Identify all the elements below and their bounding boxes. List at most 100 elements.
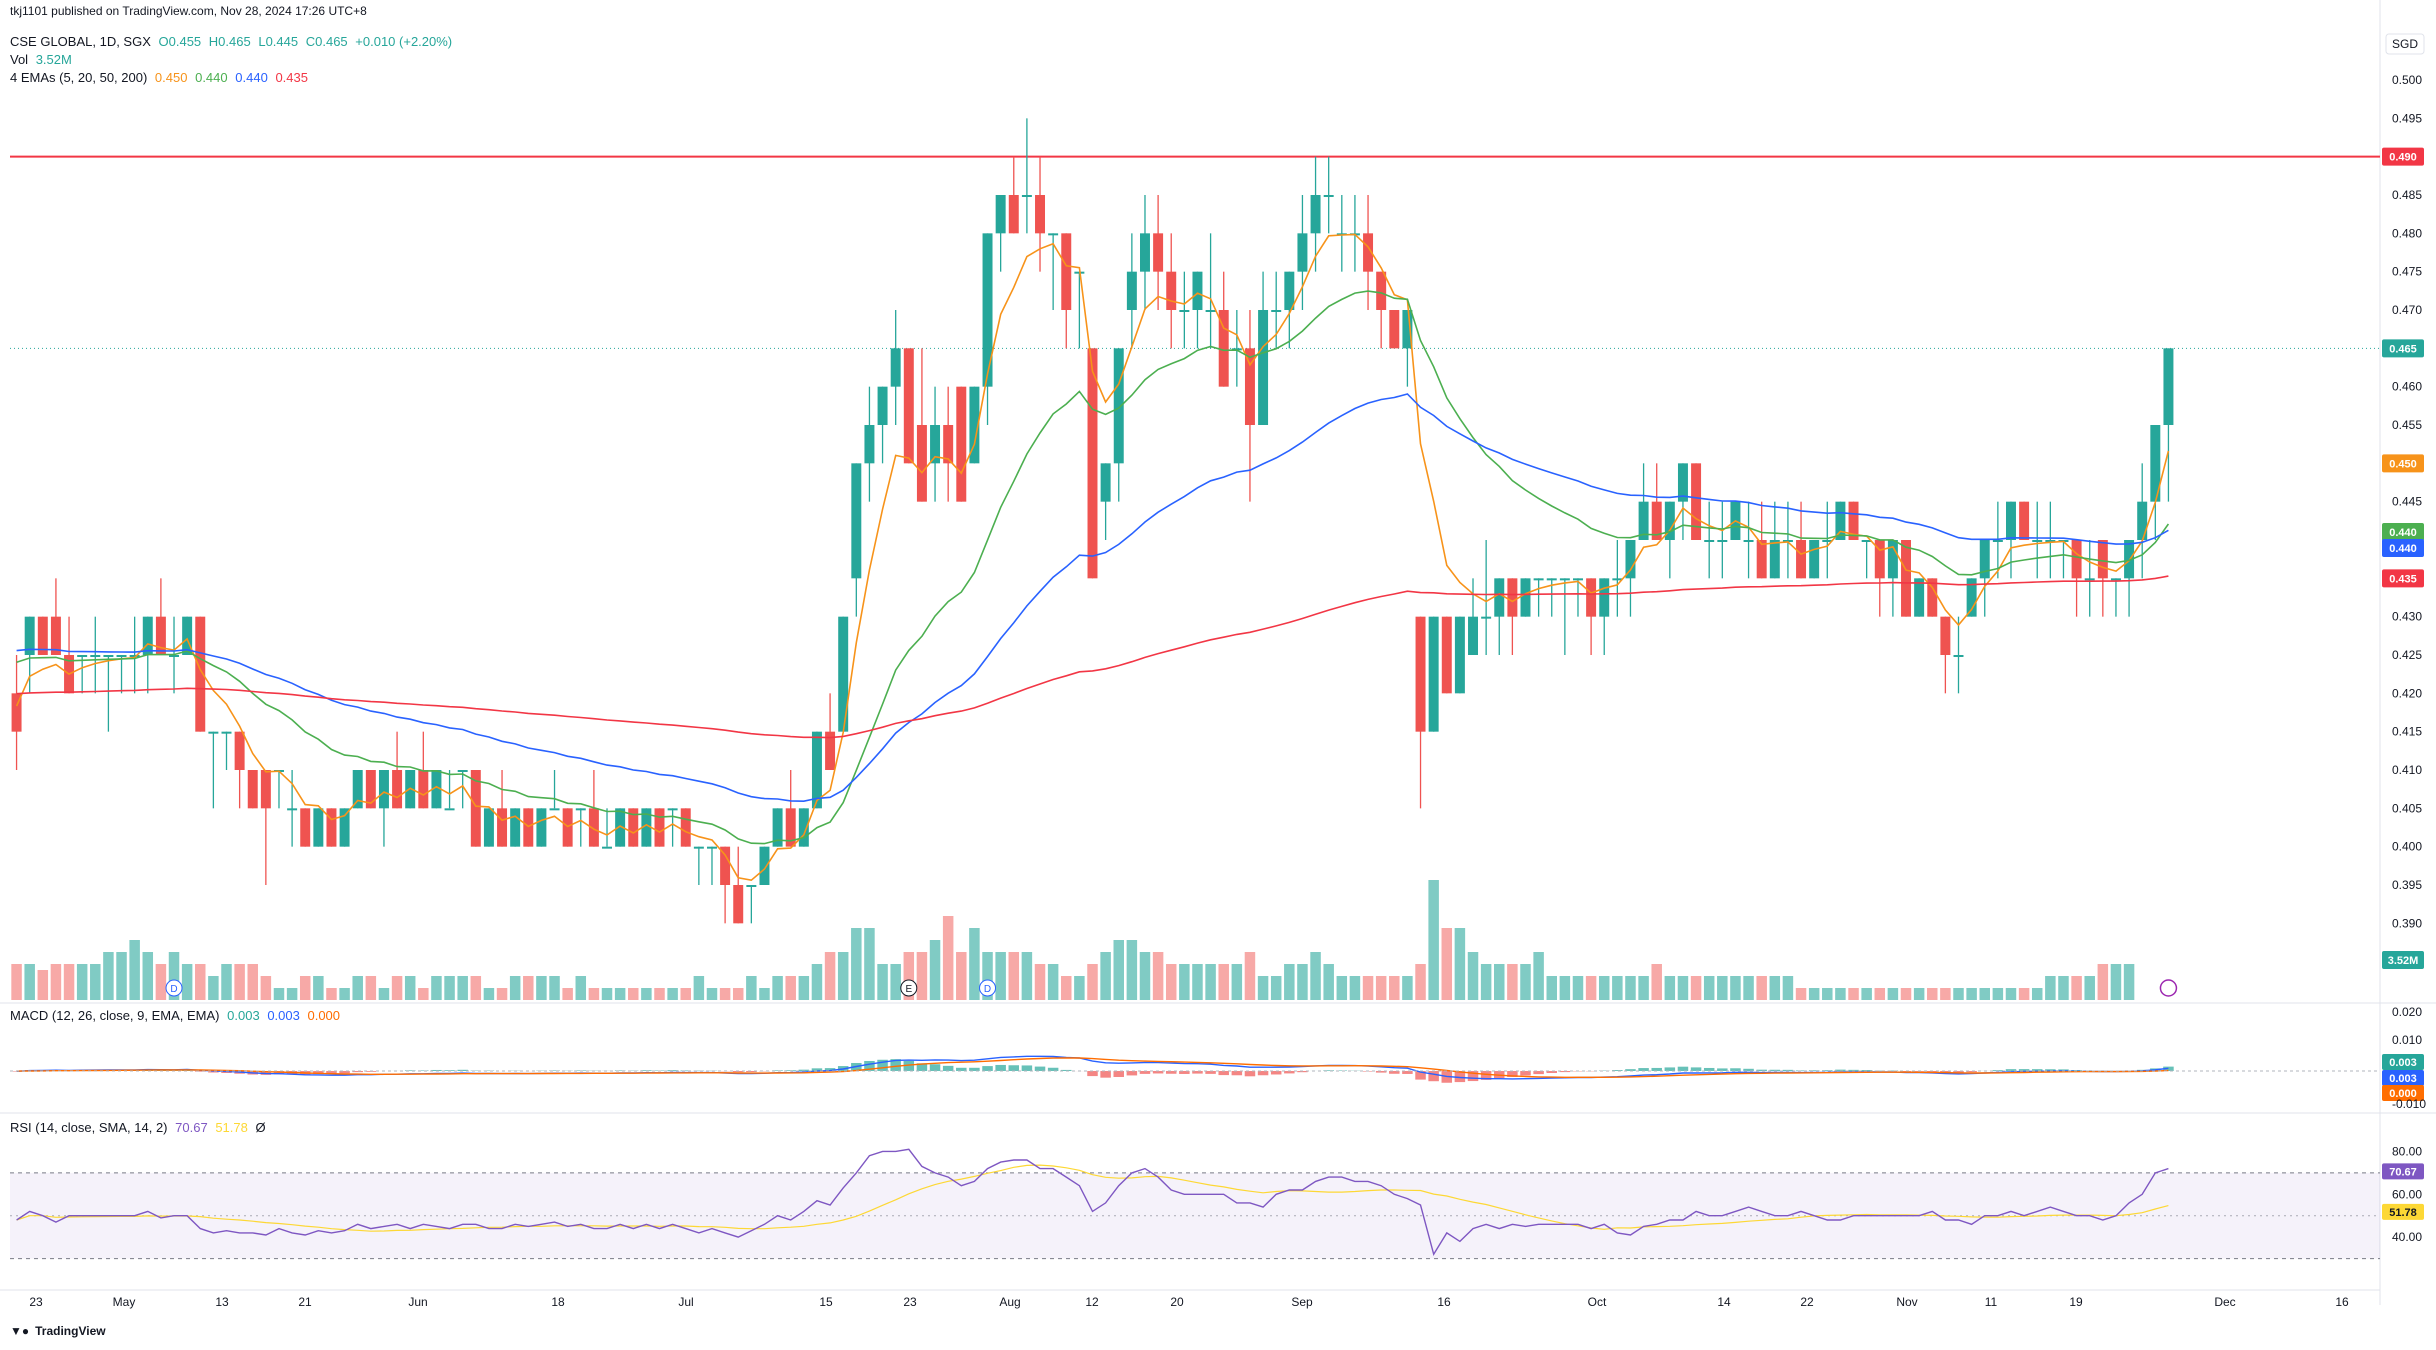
candle-body [1428, 616, 1439, 732]
candle-body [1139, 233, 1150, 272]
candle-body [2045, 540, 2056, 542]
volume-bar [785, 976, 796, 1000]
volume-bar [2123, 964, 2135, 1000]
volume-bar [759, 988, 770, 1000]
volume-bar [1113, 940, 1124, 1000]
macd-histogram-bar [680, 1070, 691, 1071]
macd-tag-label: 0.000 [2389, 1088, 2417, 1100]
rsi-legend[interactable]: RSI (14, close, SMA, 14, 2) 70.67 51.78 … [10, 1120, 266, 1135]
macd-histogram-bar [2045, 1069, 2056, 1071]
close-value: C0.465 [305, 34, 348, 49]
volume-bar [1927, 988, 1938, 1000]
volume-bar [1244, 952, 1256, 1000]
candle-body [1638, 501, 1649, 540]
candle-body [352, 770, 363, 809]
volume-bar [1730, 976, 1741, 1000]
volume-bar [1179, 964, 1190, 1000]
price-tick-label: 0.480 [2392, 226, 2422, 240]
volume-bar [470, 976, 482, 1000]
volume-bar [903, 952, 915, 1000]
candle-body [37, 616, 48, 655]
candle-body [1218, 310, 1229, 387]
volume-bar [1205, 964, 1216, 1000]
ema20-value: 0.440 [195, 70, 228, 85]
macd-signal-line [16, 1057, 2169, 1078]
candle-body [877, 386, 888, 425]
candle-body [890, 348, 901, 387]
macd-histogram-bar [942, 1065, 954, 1071]
candle-body [1402, 310, 1413, 349]
volume-bar [2058, 976, 2069, 1000]
event-marker [900, 979, 918, 997]
volume-bar [824, 952, 836, 1000]
ema-label: 4 EMAs (5, 20, 50, 200) [10, 70, 148, 85]
candle-body [693, 846, 704, 849]
candle-body [444, 808, 455, 811]
volume-bar [1297, 964, 1308, 1000]
price-tag [2382, 951, 2424, 969]
open-value: O0.455 [158, 34, 202, 49]
macd-legend[interactable]: MACD (12, 26, close, 9, EMA, EMA) 0.003 … [10, 1008, 340, 1023]
ema-legend[interactable]: 4 EMAs (5, 20, 50, 200) 0.450 0.440 0.44… [10, 70, 308, 85]
volume-bar [247, 964, 258, 1000]
macd-histogram-bar [1953, 1071, 1964, 1074]
macd-histogram-bar [2031, 1069, 2043, 1071]
volume-bar [956, 952, 967, 1000]
time-tick-label: Oct [1588, 1295, 1607, 1309]
volume-bar [1034, 964, 1046, 1000]
volume-bar [1494, 964, 1505, 1000]
volume-bar [1008, 952, 1020, 1000]
candle-body [2019, 501, 2030, 540]
time-tick-label: 13 [215, 1295, 229, 1309]
candle-body [1848, 501, 1859, 540]
macd-histogram-bar [431, 1069, 442, 1071]
macd-histogram-bar [181, 1070, 193, 1071]
low-value: L0.445 [258, 34, 299, 49]
candle-body [247, 770, 258, 809]
time-tick-label: 12 [1085, 1295, 1099, 1309]
symbol-name[interactable]: CSE GLOBAL, 1D, SGX [10, 34, 151, 49]
price-tag-label: 0.450 [2389, 458, 2417, 470]
macd-histogram-bar [1244, 1071, 1256, 1077]
tradingview-logo[interactable]: ▼● TradingView [10, 1322, 112, 1339]
volume-bar [116, 952, 127, 1000]
macd-histogram-bar [1270, 1071, 1282, 1075]
volume-bar [1979, 988, 1990, 1000]
price-tick-label: 0.420 [2392, 686, 2422, 700]
candle-body [785, 808, 796, 847]
volume-legend[interactable]: Vol 3.52M [10, 52, 72, 67]
macd-histogram-bar [877, 1059, 888, 1071]
volume-bar [837, 952, 849, 1000]
candle-body [1284, 271, 1295, 310]
candle-body [2071, 540, 2082, 579]
volume-bar [155, 964, 167, 1000]
volume-bar [1756, 976, 1767, 1000]
volume-bar [1585, 976, 1597, 1000]
macd-histogram-bar [1323, 1070, 1334, 1071]
candle-body [1297, 233, 1308, 272]
macd-histogram-bar [1297, 1071, 1308, 1073]
price-tick-label: 0.415 [2392, 725, 2422, 739]
symbol-legend[interactable]: CSE GLOBAL, 1D, SGX O0.455 H0.465 L0.445… [10, 34, 452, 49]
ema200-line [16, 575, 2169, 739]
volume-bar [1822, 988, 1833, 1000]
volume-bar [129, 940, 140, 1000]
macd-tag [2382, 1085, 2424, 1101]
macd-histogram-bar [1126, 1071, 1138, 1076]
candle-body [615, 808, 626, 847]
volume-bar [90, 964, 101, 1000]
macd-histogram-bar [326, 1071, 337, 1075]
candle-body [1048, 233, 1059, 236]
volume-bar [391, 976, 403, 1000]
candle-body [1953, 655, 1964, 657]
candle-body [575, 808, 586, 811]
volume-bar [1100, 952, 1111, 1000]
candle-body [1599, 578, 1610, 617]
macd-histogram-bar [313, 1071, 324, 1075]
volume-bar [1310, 952, 1321, 1000]
volume-bar [404, 976, 416, 1000]
candle-body [1153, 233, 1164, 272]
volume-bar [1165, 964, 1177, 1000]
macd-histogram-bar [1467, 1071, 1479, 1082]
